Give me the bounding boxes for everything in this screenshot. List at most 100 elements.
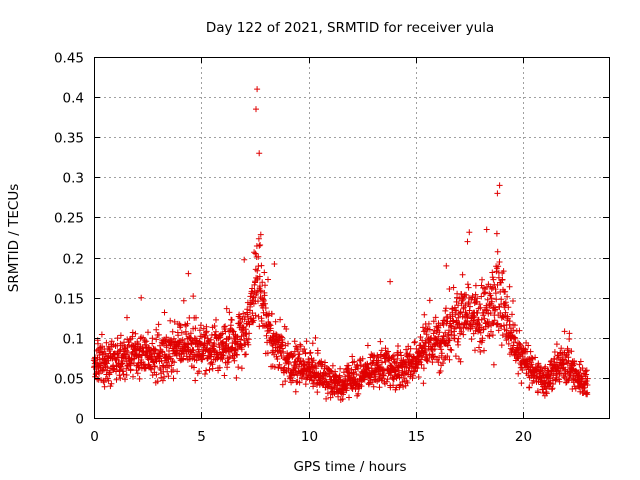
data-point — [478, 316, 485, 323]
data-point — [275, 364, 282, 371]
data-point — [274, 356, 281, 362]
data-point — [491, 317, 498, 324]
data-point — [515, 347, 522, 354]
data-point — [259, 279, 266, 286]
data-point — [203, 328, 210, 335]
data-point — [154, 378, 161, 385]
data-point — [583, 367, 590, 374]
data-point — [439, 360, 446, 367]
data-point — [178, 329, 185, 336]
data-point — [498, 296, 505, 303]
data-point — [499, 276, 506, 283]
data-point — [456, 295, 463, 302]
data-point — [296, 351, 303, 358]
data-point — [566, 336, 573, 342]
data-point — [117, 346, 124, 353]
data-point — [108, 338, 115, 345]
data-point — [510, 298, 516, 304]
data-point — [138, 294, 145, 301]
data-point — [351, 358, 358, 365]
data-point — [353, 371, 360, 378]
data-point — [483, 226, 490, 233]
data-point — [455, 302, 462, 309]
data-point — [382, 345, 389, 352]
data-point — [278, 333, 285, 340]
data-point — [464, 238, 471, 245]
data-point — [512, 335, 519, 342]
data-point — [337, 376, 344, 383]
data-point — [216, 364, 223, 371]
data-point — [201, 334, 208, 341]
y-tick-label: 0.05 — [54, 372, 84, 388]
data-point — [516, 327, 523, 334]
data-point — [295, 354, 302, 361]
data-point — [187, 330, 194, 337]
data-point — [403, 364, 410, 371]
data-point — [465, 312, 471, 319]
data-point — [432, 353, 438, 360]
data-point — [178, 351, 185, 358]
x-tick-label: 10 — [301, 429, 318, 445]
data-point — [435, 333, 442, 340]
data-point — [450, 318, 457, 325]
data-point — [279, 381, 286, 388]
data-point — [220, 352, 227, 359]
data-point — [279, 345, 285, 352]
data-point — [584, 382, 591, 388]
data-point — [484, 296, 491, 303]
data-point — [222, 342, 229, 349]
data-point — [186, 335, 193, 342]
data-point — [296, 379, 303, 386]
data-point — [249, 285, 256, 292]
data-point — [116, 367, 123, 374]
data-point — [377, 338, 384, 345]
data-point — [476, 344, 482, 351]
data-point — [126, 336, 133, 343]
data-point — [496, 259, 503, 265]
y-tick-label: 0.3 — [63, 171, 84, 187]
data-point — [177, 322, 184, 329]
data-point — [550, 381, 557, 387]
data-point — [383, 378, 390, 385]
data-point — [437, 368, 444, 374]
data-point — [358, 383, 365, 390]
data-point — [583, 371, 590, 378]
data-point — [297, 343, 304, 350]
data-point — [505, 304, 512, 311]
data-point — [518, 380, 525, 387]
data-point — [444, 341, 451, 348]
data-point — [364, 342, 371, 349]
data-point — [257, 288, 264, 295]
data-point — [417, 334, 424, 340]
data-point — [420, 324, 426, 331]
data-point — [400, 375, 407, 381]
x-axis-tick-labels: 0 5 10 15 20 — [90, 429, 532, 445]
data-point — [190, 293, 197, 300]
data-point — [431, 346, 438, 353]
data-point — [472, 291, 479, 298]
x-tick-label: 20 — [515, 429, 532, 445]
data-point — [153, 371, 160, 378]
data-point — [376, 384, 383, 391]
data-point — [442, 307, 449, 314]
data-point — [262, 282, 268, 289]
data-point — [542, 363, 549, 370]
data-point — [95, 340, 101, 347]
data-point — [343, 382, 350, 389]
data-point — [108, 380, 115, 387]
data-point — [307, 349, 314, 356]
data-point — [180, 297, 187, 304]
data-point — [552, 377, 559, 384]
data-point — [462, 302, 469, 309]
data-point — [184, 320, 191, 327]
data-point — [549, 385, 556, 392]
data-point — [437, 343, 444, 350]
data-point — [460, 331, 467, 338]
data-point — [435, 359, 442, 366]
data-point — [564, 368, 571, 375]
data-point — [209, 365, 216, 372]
data-point — [252, 250, 259, 257]
data-point — [240, 310, 247, 317]
data-point — [256, 273, 263, 280]
data-point — [372, 373, 379, 380]
